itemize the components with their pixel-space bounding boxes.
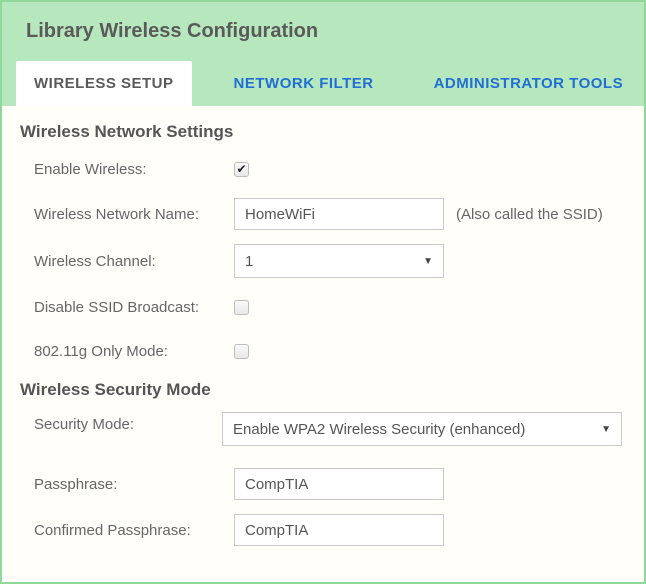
security-mode-select[interactable]: Enable WPA2 Wireless Security (enhanced)…	[222, 412, 622, 446]
confirm-passphrase-label: Confirmed Passphrase:	[20, 522, 234, 539]
tab-network-filter[interactable]: NETWORK FILTER	[216, 61, 392, 106]
disable-ssid-label: Disable SSID Broadcast:	[20, 299, 234, 316]
network-name-label: Wireless Network Name:	[20, 206, 234, 223]
row-security-mode: Security Mode: Enable WPA2 Wireless Secu…	[20, 412, 622, 446]
row-wireless-channel: Wireless Channel: 1 ▼	[20, 244, 622, 278]
config-panel: Library Wireless Configuration WIRELESS …	[0, 0, 646, 584]
tab-content: Wireless Network Settings Enable Wireles…	[2, 106, 644, 582]
section-network-settings-title: Wireless Network Settings	[20, 122, 622, 142]
row-gonly: 802.11g Only Mode:	[20, 336, 622, 366]
chevron-down-icon: ▼	[423, 256, 433, 267]
row-passphrase: Passphrase:	[20, 468, 622, 500]
tab-bar: WIRELESS SETUP NETWORK FILTER ADMINISTRA…	[2, 61, 644, 106]
row-disable-ssid: Disable SSID Broadcast:	[20, 292, 622, 322]
enable-wireless-checkbox[interactable]: ✔	[234, 162, 249, 177]
tab-administrator-tools[interactable]: ADMINISTRATOR TOOLS	[416, 61, 642, 106]
wireless-channel-select[interactable]: 1 ▼	[234, 244, 444, 278]
row-enable-wireless: Enable Wireless: ✔	[20, 154, 622, 184]
gonly-checkbox[interactable]	[234, 344, 249, 359]
security-mode-value: Enable WPA2 Wireless Security (enhanced)	[233, 421, 525, 438]
gonly-label: 802.11g Only Mode:	[20, 343, 234, 360]
row-confirm-passphrase: Confirmed Passphrase:	[20, 514, 622, 546]
section-security-title: Wireless Security Mode	[20, 380, 622, 400]
network-name-input[interactable]	[234, 198, 444, 230]
panel-title: Library Wireless Configuration	[2, 2, 644, 61]
wireless-channel-value: 1	[245, 253, 253, 270]
disable-ssid-checkbox[interactable]	[234, 300, 249, 315]
security-mode-label: Security Mode:	[20, 412, 222, 433]
tab-wireless-setup[interactable]: WIRELESS SETUP	[16, 61, 192, 106]
passphrase-input[interactable]	[234, 468, 444, 500]
chevron-down-icon: ▼	[601, 424, 611, 435]
passphrase-label: Passphrase:	[20, 476, 234, 493]
confirm-passphrase-input[interactable]	[234, 514, 444, 546]
wireless-channel-label: Wireless Channel:	[20, 253, 234, 270]
row-network-name: Wireless Network Name: (Also called the …	[20, 198, 622, 230]
enable-wireless-label: Enable Wireless:	[20, 161, 234, 178]
ssid-hint: (Also called the SSID)	[456, 206, 603, 223]
